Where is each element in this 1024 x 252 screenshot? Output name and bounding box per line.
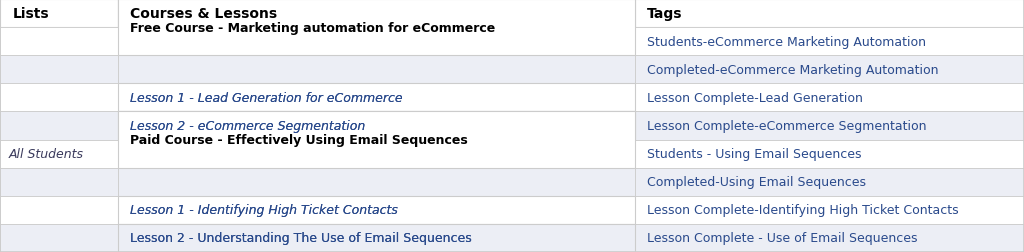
- Text: Completed-eCommerce Marketing Automation: Completed-eCommerce Marketing Automation: [647, 64, 939, 76]
- Text: Students-eCommerce Marketing Automation: Students-eCommerce Marketing Automation: [647, 36, 926, 48]
- Text: Completed-Using Email Sequences: Completed-Using Email Sequences: [647, 176, 866, 188]
- Bar: [635, 168, 1024, 196]
- Bar: [0, 56, 118, 84]
- Text: Lesson 2 - eCommerce Segmentation: Lesson 2 - eCommerce Segmentation: [130, 119, 366, 133]
- Text: Lesson Complete-Identifying High Ticket Contacts: Lesson Complete-Identifying High Ticket …: [647, 204, 958, 216]
- Bar: [118, 112, 635, 140]
- Bar: [118, 224, 635, 252]
- Bar: [635, 56, 1024, 84]
- Bar: [635, 112, 1024, 140]
- Text: Courses & Lessons: Courses & Lessons: [130, 7, 278, 21]
- Bar: [635, 0, 1024, 28]
- Bar: [118, 84, 635, 112]
- Bar: [118, 224, 635, 252]
- Text: All Students: All Students: [8, 147, 83, 161]
- Bar: [0, 0, 118, 28]
- Bar: [118, 168, 635, 196]
- Bar: [0, 168, 118, 196]
- Text: Lesson 1 - Lead Generation for eCommerce: Lesson 1 - Lead Generation for eCommerce: [130, 91, 402, 105]
- Text: Lists: Lists: [12, 7, 49, 21]
- Bar: [0, 112, 118, 140]
- Text: Lesson Complete-eCommerce Segmentation: Lesson Complete-eCommerce Segmentation: [647, 119, 927, 133]
- Bar: [0, 84, 118, 112]
- Bar: [118, 112, 635, 168]
- Text: Lesson 2 - Understanding The Use of Email Sequences: Lesson 2 - Understanding The Use of Emai…: [130, 232, 472, 244]
- Bar: [118, 112, 635, 140]
- Bar: [635, 84, 1024, 112]
- Text: Lesson 1 - Identifying High Ticket Contacts: Lesson 1 - Identifying High Ticket Conta…: [130, 204, 398, 216]
- Text: Lesson 2 - eCommerce Segmentation: Lesson 2 - eCommerce Segmentation: [130, 119, 366, 133]
- Text: Lesson 1 - Lead Generation for eCommerce: Lesson 1 - Lead Generation for eCommerce: [130, 91, 402, 105]
- Bar: [0, 224, 118, 252]
- Bar: [118, 196, 635, 224]
- Bar: [118, 84, 635, 112]
- Bar: [635, 140, 1024, 168]
- Text: Free Course - Marketing automation for eCommerce: Free Course - Marketing automation for e…: [130, 21, 496, 35]
- Text: Paid Course - Effectively Using Email Sequences: Paid Course - Effectively Using Email Se…: [130, 134, 468, 146]
- Bar: [635, 196, 1024, 224]
- Text: Students - Using Email Sequences: Students - Using Email Sequences: [647, 147, 861, 161]
- Bar: [635, 28, 1024, 56]
- Text: Lesson 1 - Identifying High Ticket Contacts: Lesson 1 - Identifying High Ticket Conta…: [130, 204, 398, 216]
- Bar: [118, 56, 635, 84]
- Text: Lesson 2 - Understanding The Use of Email Sequences: Lesson 2 - Understanding The Use of Emai…: [130, 232, 472, 244]
- Bar: [118, 196, 635, 224]
- Bar: [635, 224, 1024, 252]
- Bar: [118, 0, 635, 28]
- Bar: [0, 196, 118, 224]
- Bar: [118, 140, 635, 168]
- Bar: [118, 0, 635, 56]
- Text: Tags: Tags: [647, 7, 683, 21]
- Text: Lesson Complete - Use of Email Sequences: Lesson Complete - Use of Email Sequences: [647, 232, 918, 244]
- Bar: [118, 28, 635, 56]
- Text: Lesson Complete-Lead Generation: Lesson Complete-Lead Generation: [647, 91, 863, 105]
- Bar: [0, 28, 118, 56]
- Bar: [0, 140, 118, 168]
